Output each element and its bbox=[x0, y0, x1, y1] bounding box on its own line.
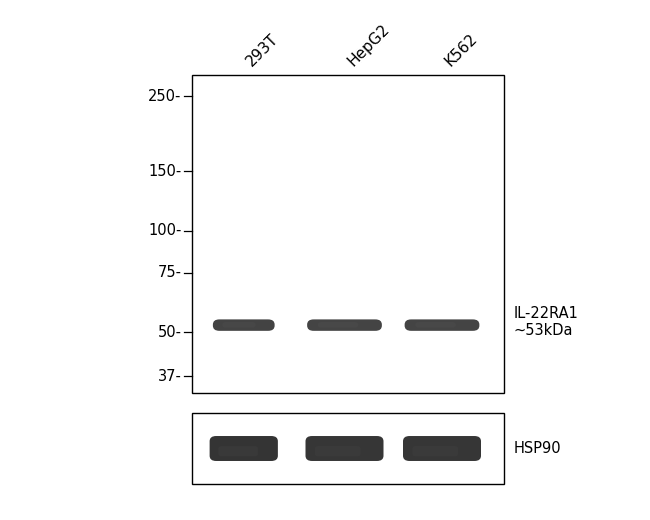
Text: 50-: 50- bbox=[157, 324, 181, 340]
Bar bbox=[192, 75, 504, 393]
FancyBboxPatch shape bbox=[318, 322, 358, 328]
Text: K562: K562 bbox=[442, 31, 480, 69]
Text: IL-22RA1: IL-22RA1 bbox=[514, 306, 578, 321]
Text: 150-: 150- bbox=[148, 164, 181, 179]
FancyBboxPatch shape bbox=[415, 322, 456, 328]
FancyBboxPatch shape bbox=[213, 319, 274, 331]
FancyBboxPatch shape bbox=[403, 436, 481, 461]
FancyBboxPatch shape bbox=[307, 319, 382, 331]
FancyBboxPatch shape bbox=[209, 436, 278, 461]
FancyBboxPatch shape bbox=[306, 436, 384, 461]
Text: HepG2: HepG2 bbox=[344, 22, 392, 69]
Text: 75-: 75- bbox=[157, 265, 181, 280]
FancyBboxPatch shape bbox=[218, 446, 258, 457]
Text: HSP90: HSP90 bbox=[514, 441, 561, 456]
Text: 293T: 293T bbox=[244, 31, 281, 69]
Bar bbox=[192, 413, 504, 484]
FancyBboxPatch shape bbox=[404, 319, 480, 331]
Text: ~53kDa: ~53kDa bbox=[514, 323, 573, 338]
Text: 100-: 100- bbox=[148, 223, 181, 238]
FancyBboxPatch shape bbox=[222, 322, 255, 328]
Text: 37-: 37- bbox=[157, 369, 181, 384]
FancyBboxPatch shape bbox=[315, 446, 361, 457]
FancyBboxPatch shape bbox=[413, 446, 458, 457]
Text: 250-: 250- bbox=[148, 89, 181, 104]
